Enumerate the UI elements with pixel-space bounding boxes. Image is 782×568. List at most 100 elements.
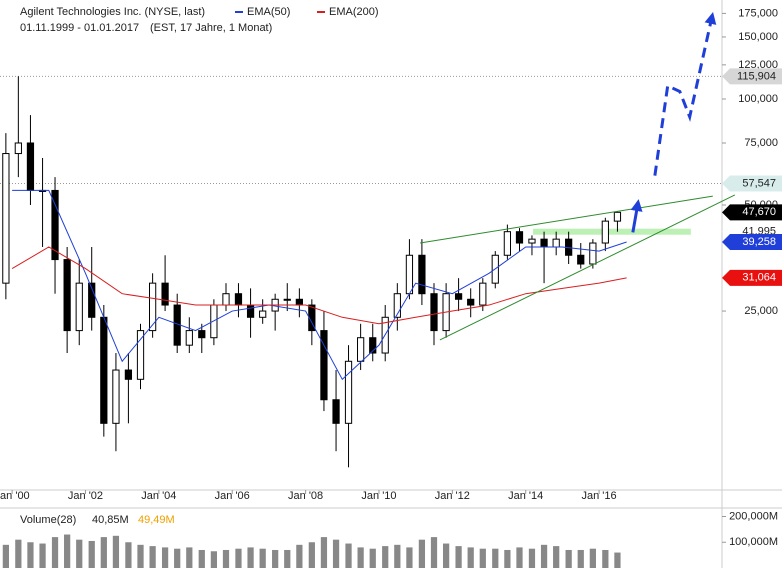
- volume-bar: [479, 548, 486, 568]
- candle-body: [552, 238, 560, 248]
- candle-body: [112, 369, 120, 424]
- candle-body: [283, 298, 291, 301]
- volume-bar: [345, 543, 352, 568]
- x-tick-label: Jan '10: [361, 490, 396, 502]
- volume-bar: [492, 548, 499, 568]
- y-tick-label: 100,000M: [729, 536, 778, 548]
- volume-bar: [161, 547, 169, 568]
- candle-body: [393, 293, 401, 318]
- candle-body: [136, 330, 145, 380]
- volume-bar: [296, 544, 303, 568]
- candle-body: [467, 298, 475, 306]
- candle-body: [295, 298, 303, 306]
- candle-body: [63, 259, 71, 332]
- volume-bar: [2, 544, 9, 568]
- candle-body: [161, 282, 169, 306]
- volume-bar: [198, 549, 205, 568]
- candle-body: [613, 211, 622, 222]
- candle-body: [589, 242, 597, 265]
- candle-body: [577, 254, 585, 265]
- ema-line: [11, 246, 627, 325]
- volume-bar: [442, 543, 450, 568]
- price-tag-label: 39,258: [742, 236, 776, 248]
- volume-label: 40,85M: [92, 514, 129, 526]
- legend-label: EMA(50): [247, 6, 290, 18]
- volume-bar: [222, 549, 230, 568]
- projection-arrow: [653, 11, 717, 176]
- date-range: 01.11.1999 - 01.01.2017: [20, 22, 139, 34]
- y-tick-label: 100,000: [738, 93, 778, 105]
- y-tick-label: 200,000M: [729, 510, 778, 522]
- volume-bar: [406, 547, 413, 568]
- volume-bar: [174, 548, 181, 568]
- volume-bar: [357, 547, 364, 568]
- candle-body: [528, 238, 536, 244]
- volume-bar: [284, 549, 291, 568]
- candle-body: [246, 304, 255, 318]
- price-tag: [722, 68, 782, 85]
- volume-bar: [418, 539, 426, 568]
- volume-bar: [51, 537, 59, 568]
- volume-bar: [64, 534, 71, 568]
- volume-bar: [186, 547, 193, 568]
- candle-body: [515, 231, 524, 244]
- volume-bar: [137, 544, 144, 568]
- price-tag: [722, 234, 782, 251]
- volume-bar: [577, 549, 584, 568]
- price-tag-label: 115,904: [737, 70, 776, 82]
- volume-bar: [235, 548, 242, 568]
- ema-line: [12, 189, 627, 381]
- y-tick-label: 175,000: [738, 7, 778, 19]
- candle-body: [148, 282, 157, 332]
- candle-body: [357, 337, 365, 362]
- breakout-arrow: [630, 199, 643, 233]
- candle-body: [2, 153, 10, 284]
- candle-body: [222, 293, 230, 306]
- volume-bar: [504, 549, 511, 568]
- volume-bar: [15, 539, 22, 568]
- x-tick-label: Jan '02: [68, 490, 103, 502]
- volume-bar: [259, 548, 266, 568]
- candle-body: [26, 142, 35, 191]
- y-tick-label: 125,000: [738, 59, 778, 71]
- candle-body: [405, 254, 414, 295]
- volume-bar: [272, 549, 279, 568]
- y-tick-label: 25,000: [744, 305, 778, 317]
- period-note: (EST, 17 Jahre, 1 Monat): [150, 22, 272, 34]
- candle-body: [234, 293, 243, 306]
- volume-bar: [382, 546, 389, 568]
- volume-bar: [210, 551, 218, 568]
- volume-title: Volume(28): [20, 514, 76, 526]
- volume-bar: [100, 537, 107, 568]
- candle-body: [14, 142, 22, 155]
- candle-body: [369, 337, 377, 354]
- volume-bar: [394, 544, 401, 568]
- volume-bar: [467, 547, 474, 568]
- x-tick-label: Jan '16: [582, 490, 617, 502]
- x-tick-label: Jan '00: [0, 490, 30, 502]
- volume-bar: [149, 546, 156, 568]
- price-tag-label: 57,547: [742, 177, 776, 189]
- y-tick-label: 75,000: [744, 137, 778, 149]
- volume-bar: [125, 542, 132, 568]
- candle-body: [320, 330, 328, 401]
- candle-body: [503, 231, 511, 256]
- x-tick-label: Jan '12: [435, 490, 470, 502]
- legend-label: EMA(200): [329, 6, 379, 18]
- volume-bar: [369, 548, 376, 568]
- candle-body: [344, 360, 353, 424]
- volume-bar: [455, 546, 462, 568]
- volume-bar: [76, 539, 83, 568]
- volume-bar: [247, 547, 254, 568]
- candle-body: [198, 330, 206, 339]
- candle-body: [430, 293, 438, 332]
- candle-body: [124, 369, 133, 380]
- price-tag: [722, 204, 782, 221]
- candle-body: [479, 282, 487, 306]
- candle-body: [259, 310, 267, 318]
- candle-body: [418, 254, 426, 295]
- chart-title: Agilent Technologies Inc. (NYSE, last): [20, 6, 205, 18]
- volume-bar: [320, 537, 328, 568]
- volume-label: 49,49M: [138, 514, 175, 526]
